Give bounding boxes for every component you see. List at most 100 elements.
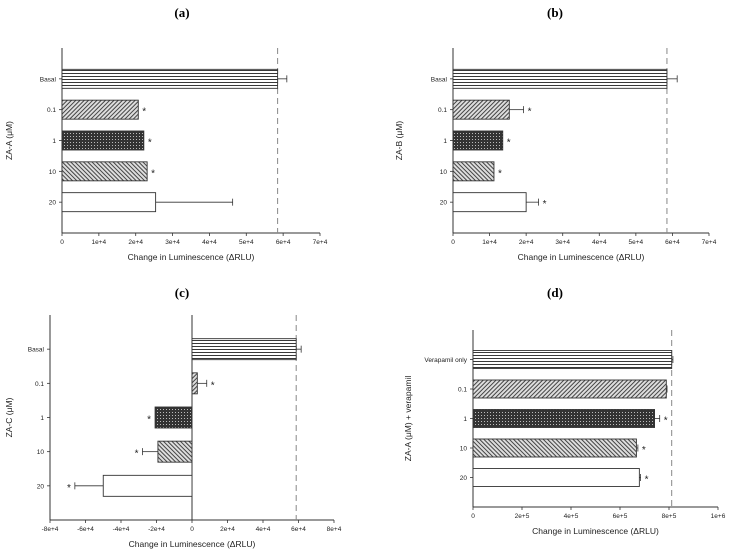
x-tick-label: 8e+4 bbox=[327, 526, 342, 533]
bar-1 bbox=[472, 409, 655, 428]
y-tick-label: 0.1 bbox=[35, 381, 44, 388]
y-tick-label: 10 bbox=[49, 169, 57, 176]
y-tick-label: 0.1 bbox=[438, 107, 447, 114]
y-tick-label: 10 bbox=[460, 446, 468, 453]
y-tick-label: 20 bbox=[37, 483, 45, 490]
bar-10 bbox=[157, 440, 193, 463]
bar-0-1 bbox=[191, 372, 198, 395]
x-tick-label: 1e+6 bbox=[711, 513, 726, 520]
bar-20 bbox=[61, 192, 157, 213]
x-tick-label: 1e+4 bbox=[92, 239, 107, 246]
significance-marker: * bbox=[543, 199, 547, 210]
y-tick-label: Basal bbox=[40, 76, 57, 83]
y-tick-label: 0.1 bbox=[458, 387, 467, 394]
x-tick-label: 2e+4 bbox=[519, 239, 534, 246]
x-axis-label: Change in Luminescence (ΔRLU) bbox=[518, 252, 645, 262]
panel-title-d: (d) bbox=[547, 285, 563, 300]
x-axis-label: Change in Luminescence (ΔRLU) bbox=[129, 539, 256, 549]
y-axis-label: ZA-C (μM) bbox=[4, 397, 14, 437]
x-tick-label: 6e+5 bbox=[613, 513, 628, 520]
x-tick-label: 0 bbox=[60, 239, 64, 246]
y-tick-label: Basal bbox=[431, 76, 448, 83]
y-tick-label: 20 bbox=[460, 475, 468, 482]
y-tick-label: 1 bbox=[463, 416, 467, 423]
x-tick-label: 3e+4 bbox=[165, 239, 180, 246]
x-tick-label: 6e+4 bbox=[291, 526, 306, 533]
x-tick-label: 7e+4 bbox=[313, 239, 328, 246]
x-tick-label: 7e+4 bbox=[702, 239, 717, 246]
y-tick-label: 0.1 bbox=[47, 107, 56, 114]
bar-basal bbox=[452, 68, 668, 89]
x-tick-label: 2e+5 bbox=[515, 513, 530, 520]
x-tick-label: 2e+4 bbox=[128, 239, 143, 246]
x-tick-label: 8e+5 bbox=[662, 513, 677, 520]
x-tick-label: 0 bbox=[471, 513, 475, 520]
significance-marker: * bbox=[135, 449, 139, 460]
x-tick-label: 4e+4 bbox=[202, 239, 217, 246]
y-tick-label: 10 bbox=[440, 169, 448, 176]
bar-20 bbox=[472, 468, 640, 487]
bar-0-1 bbox=[61, 99, 139, 120]
significance-marker: * bbox=[498, 168, 502, 179]
bar-basal bbox=[191, 338, 297, 361]
x-tick-label: 6e+4 bbox=[276, 239, 291, 246]
panel-title-a: (a) bbox=[174, 5, 189, 20]
panel-title-c: (c) bbox=[175, 285, 189, 300]
significance-marker: * bbox=[645, 475, 649, 486]
significance-marker: * bbox=[147, 415, 151, 426]
bar-0-1 bbox=[472, 379, 667, 399]
significance-marker: * bbox=[211, 380, 215, 391]
x-tick-label: -6e+4 bbox=[77, 526, 94, 533]
x-tick-label: 4e+4 bbox=[592, 239, 607, 246]
significance-marker: * bbox=[642, 445, 646, 456]
bar-10 bbox=[61, 161, 148, 182]
significance-marker: * bbox=[664, 416, 668, 427]
x-tick-label: 0 bbox=[451, 239, 455, 246]
significance-marker: * bbox=[67, 483, 71, 494]
x-axis-label: Change in Luminescence (ΔRLU) bbox=[532, 526, 659, 536]
y-axis-label: ZA-A (μM) bbox=[4, 121, 14, 160]
bar-20 bbox=[452, 192, 527, 213]
x-tick-label: 0 bbox=[190, 526, 194, 533]
y-axis-label: ZA-A (μM) + verapamil bbox=[403, 376, 413, 462]
bar-10 bbox=[452, 161, 495, 182]
y-tick-label: 1 bbox=[443, 138, 447, 145]
x-tick-label: -8e+4 bbox=[42, 526, 59, 533]
significance-marker: * bbox=[148, 138, 152, 149]
y-axis-label: ZA-B (μM) bbox=[394, 121, 404, 161]
x-tick-label: 4e+5 bbox=[564, 513, 579, 520]
bar-0-1 bbox=[452, 99, 510, 120]
y-tick-label: 20 bbox=[440, 200, 448, 207]
bar-20 bbox=[102, 474, 193, 497]
x-tick-label: -4e+4 bbox=[113, 526, 130, 533]
x-tick-label: 6e+4 bbox=[665, 239, 680, 246]
significance-marker: * bbox=[151, 168, 155, 179]
bar-1 bbox=[452, 130, 504, 151]
x-tick-label: -2e+4 bbox=[148, 526, 165, 533]
bar-1 bbox=[61, 130, 145, 151]
chart-panel-b: 0 1e+4 2e+4 3e+4 4e+4 5e+4 6e+4 7e+4 Change in L… bbox=[394, 48, 717, 262]
chart-panel-c: -8e+4 -6e+4 -4e+4 -2e+4 0 2e+4 4e+4 6e+4 8e+4 Cha… bbox=[4, 315, 342, 549]
bar-basal bbox=[61, 68, 279, 89]
bar-verapamil-only bbox=[472, 350, 673, 369]
bar-1 bbox=[154, 406, 193, 429]
y-tick-label: 10 bbox=[37, 449, 45, 456]
x-tick-label: 5e+4 bbox=[629, 239, 644, 246]
x-axis-label: Change in Luminescence (ΔRLU) bbox=[128, 252, 255, 262]
significance-marker: * bbox=[507, 138, 511, 149]
bar-10 bbox=[472, 438, 637, 458]
x-tick-label: 3e+4 bbox=[555, 239, 570, 246]
significance-marker: * bbox=[528, 107, 532, 118]
x-tick-label: 1e+4 bbox=[482, 239, 497, 246]
significance-marker: * bbox=[142, 107, 146, 118]
y-tick-label: 1 bbox=[40, 415, 44, 422]
x-tick-label: 2e+4 bbox=[220, 526, 235, 533]
y-tick-label: 20 bbox=[49, 200, 57, 207]
y-tick-label: 1 bbox=[52, 138, 56, 145]
y-tick-label: Basal bbox=[28, 347, 45, 354]
chart-panel-d: 0 2e+5 4e+5 6e+5 8e+5 1e+6 Change in Luminesce… bbox=[403, 330, 726, 536]
y-tick-label: Verapamil only bbox=[424, 357, 467, 364]
panel-title-b: (b) bbox=[547, 5, 563, 20]
chart-panel-a: 0 1e+4 2e+4 3e+4 4e+4 5e+4 6e+4 7e+4 Change in L… bbox=[4, 48, 328, 262]
